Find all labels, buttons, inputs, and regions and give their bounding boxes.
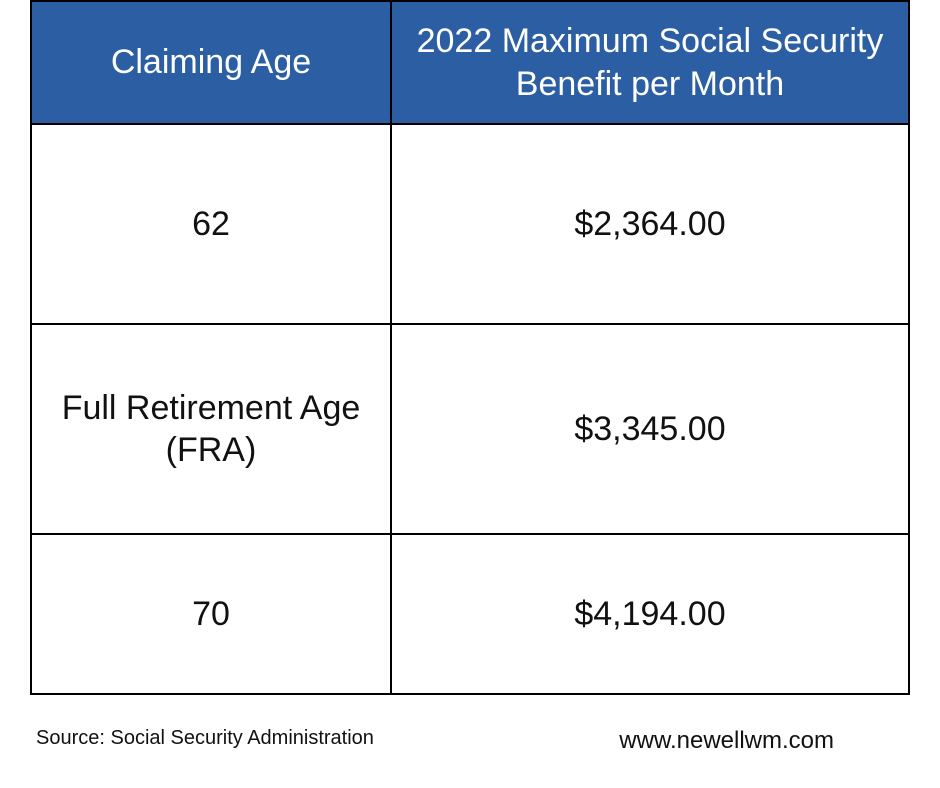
cell-benefit: $4,194.00 — [391, 534, 909, 694]
source-label: Source: Social Security Administration — [36, 727, 374, 750]
cell-age: 62 — [31, 124, 391, 324]
cell-benefit: $2,364.00 — [391, 124, 909, 324]
table-row: Full Retirement Age (FRA) $3,345.00 — [31, 324, 909, 534]
column-header-benefit: 2022 Maximum Social Security Benefit per… — [391, 1, 909, 124]
site-url: www.newellwm.com — [619, 727, 834, 755]
column-header-claiming-age: Claiming Age — [31, 1, 391, 124]
cell-age: 70 — [31, 534, 391, 694]
footer: Source: Social Security Administration w… — [30, 727, 910, 755]
cell-benefit: $3,345.00 — [391, 324, 909, 534]
benefit-table: Claiming Age 2022 Maximum Social Securit… — [30, 0, 910, 695]
cell-age: Full Retirement Age (FRA) — [31, 324, 391, 534]
table-header-row: Claiming Age 2022 Maximum Social Securit… — [31, 1, 909, 124]
table-row: 62 $2,364.00 — [31, 124, 909, 324]
table-row: 70 $4,194.00 — [31, 534, 909, 694]
